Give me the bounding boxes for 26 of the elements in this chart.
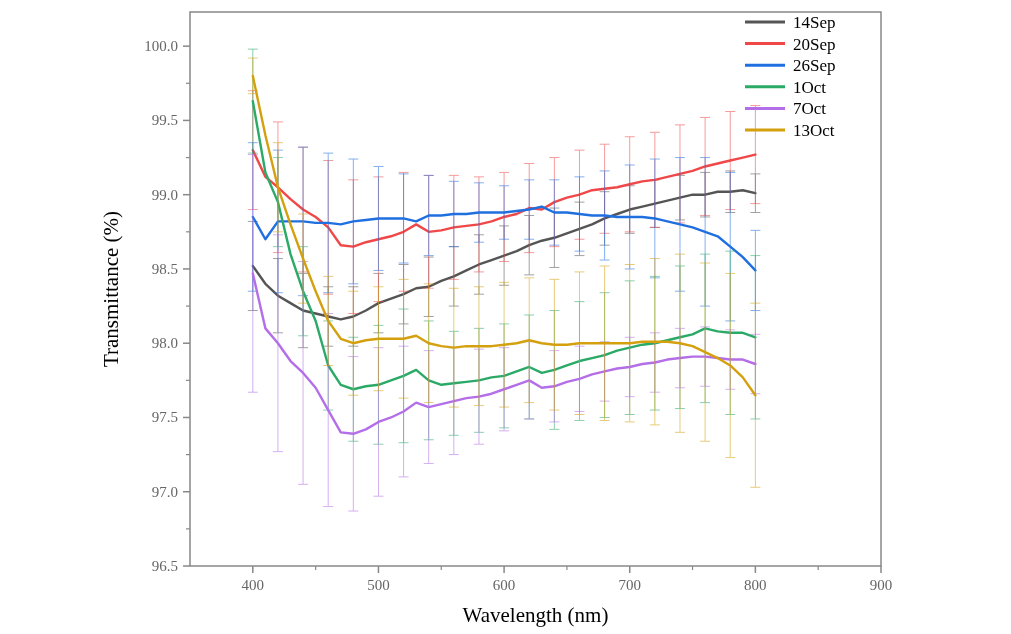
x-tick-label: 600	[492, 577, 516, 593]
x-tick-label: 800	[744, 577, 767, 593]
legend-label: 13Oct	[793, 121, 835, 140]
line-series	[251, 272, 757, 436]
legend-label: 20Sep	[793, 34, 836, 54]
y-tick-label: 98.0	[151, 335, 178, 352]
y-tick-label: 99.5	[151, 112, 178, 129]
legend-label: 26Sep	[793, 56, 836, 76]
y-tick-label: 98.5	[151, 260, 178, 277]
x-tick-label: 700	[618, 577, 641, 593]
x-tick-label: 900	[869, 577, 893, 593]
legend-label: 7Oct	[793, 99, 827, 119]
y-tick-label: 97.5	[151, 409, 178, 426]
x-tick-label: 500	[367, 577, 390, 593]
y-tick-label: 99.0	[151, 186, 178, 203]
legend-label: 1Oct	[793, 77, 827, 97]
y-tick-label: 96.5	[151, 558, 178, 574]
line-series	[251, 189, 757, 321]
x-axis-title: Wavelength (nm)	[462, 603, 609, 627]
line-series	[251, 148, 757, 248]
legend-label: 14Sep	[793, 13, 836, 32]
x-tick-label: 400	[241, 577, 265, 593]
line-series	[251, 205, 757, 272]
y-axis-title: Transmittance (%)	[99, 210, 123, 368]
y-tick-label: 100.0	[144, 38, 178, 55]
y-tick-label: 97.0	[151, 483, 178, 500]
